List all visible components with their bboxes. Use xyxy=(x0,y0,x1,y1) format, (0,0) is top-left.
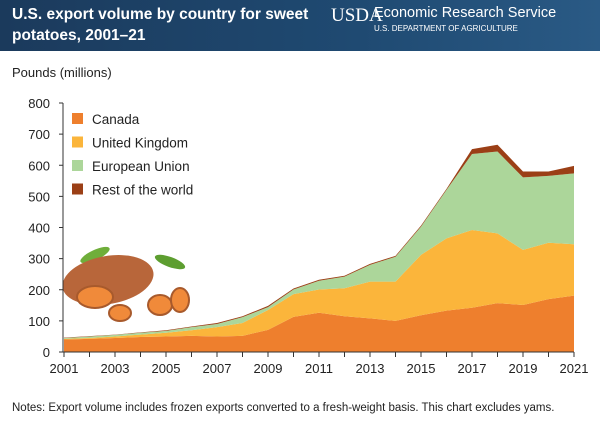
sweet-potato-slice-icon xyxy=(170,287,190,313)
area-united-kingdom xyxy=(64,229,574,340)
dept-name: U.S. DEPARTMENT OF AGRICULTURE xyxy=(374,24,518,33)
legend-swatch xyxy=(72,136,83,148)
leaf-icon xyxy=(80,246,110,264)
x-tick-label: 2009 xyxy=(254,361,283,376)
y-tick-label: 300 xyxy=(28,252,50,267)
legend-swatch xyxy=(72,160,83,171)
x-tick-label: 2007 xyxy=(203,361,232,376)
legend-label: United Kingdom xyxy=(92,136,188,151)
area-canada xyxy=(64,295,574,352)
y-tick-label: 400 xyxy=(28,221,50,236)
x-tick-label: 2021 xyxy=(560,361,589,376)
x-tick-label: 2011 xyxy=(305,361,333,376)
y-tick-label: 0 xyxy=(43,345,50,360)
legend-swatch xyxy=(72,183,83,195)
leaf-icon xyxy=(154,254,186,270)
header: U.S. export volume by country for sweet … xyxy=(0,0,600,51)
x-tick-label: 2019 xyxy=(509,361,538,376)
org-name: Economic Research Service xyxy=(374,5,557,21)
legend-label: Rest of the world xyxy=(92,183,193,198)
x-tick-label: 2013 xyxy=(356,361,385,376)
legend-swatch xyxy=(72,113,83,124)
sweet-potato-slice-icon xyxy=(147,294,173,316)
y-tick-label: 200 xyxy=(28,283,50,298)
x-tick-label: 2001 xyxy=(50,361,79,376)
area-european-union xyxy=(64,151,574,339)
x-tick-label: 2003 xyxy=(101,361,130,376)
x-tick-label: 2005 xyxy=(152,361,181,376)
y-tick-label: 100 xyxy=(28,314,50,329)
y-tick-label: 600 xyxy=(28,158,50,173)
legend-label: European Union xyxy=(92,159,190,174)
x-tick-label: 2015 xyxy=(407,361,436,376)
sweet-potato-slice-icon xyxy=(76,285,114,309)
y-tick-label: 800 xyxy=(28,96,50,111)
y-axis-label: Pounds (millions) xyxy=(12,65,112,80)
y-tick-label: 700 xyxy=(28,127,50,142)
x-tick-label: 2017 xyxy=(458,361,487,376)
legend-label: Canada xyxy=(92,112,140,127)
sweet-potato-slice-icon xyxy=(108,304,132,322)
usda-logo: USDA xyxy=(331,5,383,26)
y-tick-label: 500 xyxy=(28,189,50,204)
notes: Notes: Export volume includes frozen exp… xyxy=(12,402,555,414)
chart-title: U.S. export volume by country for sweet … xyxy=(12,6,309,44)
